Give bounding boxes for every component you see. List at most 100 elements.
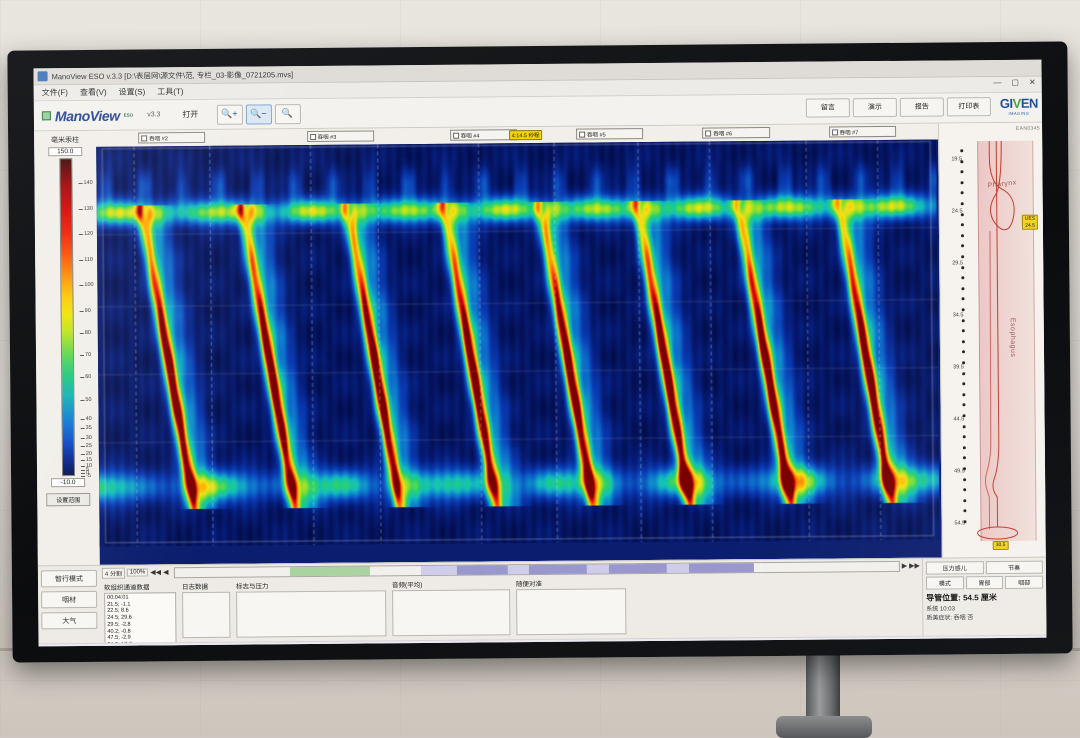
les-bottom-tag[interactable]: LES 34.5 xyxy=(988,639,1015,647)
zoom-out-icon[interactable]: 🔍− xyxy=(245,104,271,124)
menu-item-file[interactable]: 文件(F) xyxy=(42,87,68,98)
timeline-segment[interactable] xyxy=(508,565,530,574)
pressure-tag-305[interactable]: 30.5 xyxy=(993,541,1009,550)
audio-block: 音频(平均) xyxy=(392,578,511,646)
swallow-label: 吞咽 #3 xyxy=(318,132,337,140)
print-button[interactable]: 打印表 xyxy=(947,97,991,116)
given-imaging-logo: GIVEN IMAGING xyxy=(1000,96,1038,116)
lower-panel: 智行模式 咽材 大气 4 分割 100% ◀◀ ◀ xyxy=(38,557,1047,644)
maximize-icon[interactable]: ▢ xyxy=(1011,78,1019,87)
next-icon[interactable]: ▶ xyxy=(902,562,907,570)
swallow-marker[interactable]: 吞咽 #2 xyxy=(138,132,205,144)
stomach-button[interactable]: 胃部 xyxy=(966,576,1004,589)
colorbar-gradient[interactable] xyxy=(59,158,75,476)
menu-item-view[interactable]: 查看(V) xyxy=(80,87,107,98)
close-icon[interactable]: ✕ xyxy=(1029,78,1036,87)
swallow-marker[interactable]: 吞咽 #7 xyxy=(829,126,896,138)
colorbar-title: 毫米汞柱 xyxy=(34,135,96,146)
left-mode-buttons: 智行模式 咽材 大气 xyxy=(38,566,101,644)
menu-item-tools[interactable]: 工具(T) xyxy=(157,86,183,97)
window-title-text: ManoView ESO v.3.3 [D:\表层网\源文件\范, 专栏_03-… xyxy=(52,69,294,82)
time-marker[interactable]: 4:14.5 秒程 xyxy=(509,130,543,140)
swallow-label: 吞咽 #7 xyxy=(840,128,859,136)
menu-item-settings[interactable]: 设置(S) xyxy=(119,86,146,97)
colorbar-tick: 110 xyxy=(84,257,93,263)
log-panel[interactable] xyxy=(182,592,230,638)
timeline-segment[interactable] xyxy=(689,563,754,573)
audio-panel[interactable] xyxy=(392,589,510,636)
topography-plot-area: 吞咽 #2 吞咽 #3 吞咽 #4 吞咽 #5 吞咽 #6 吞咽 #7 4:14.5 秒程 xyxy=(96,124,942,565)
next-all-icon[interactable]: ▶▶ xyxy=(909,562,920,570)
taskbar-clock[interactable]: 10:24 2025/8/7 xyxy=(1019,638,1042,647)
pharynx-button[interactable]: 咽材 xyxy=(41,591,97,608)
timeline-segment[interactable] xyxy=(529,564,587,574)
app-logo: ManoView ESO xyxy=(34,107,133,124)
pressure-topography[interactable] xyxy=(96,140,942,565)
colorbar-tick: 35 xyxy=(86,425,92,431)
taskbar-app-folder-icon[interactable] xyxy=(625,643,639,646)
audio-label: 音频(平均) xyxy=(392,578,510,589)
zoom-level-select[interactable]: 100% xyxy=(127,568,148,576)
taskbar-app-explorer-icon[interactable] xyxy=(603,643,617,646)
volume-icon[interactable]: ◍ xyxy=(1007,641,1013,646)
minimize-icon[interactable]: — xyxy=(993,78,1001,87)
timeline-segment[interactable] xyxy=(421,565,457,574)
report-button[interactable]: 报告 xyxy=(900,97,944,116)
taskbar-search-input[interactable]: 搜索 xyxy=(445,643,595,647)
note-button[interactable]: 留言 xyxy=(806,98,850,117)
swallow-marker[interactable]: 吞咽 #6 xyxy=(702,127,769,139)
colorbar-tick: 60 xyxy=(85,374,91,380)
marker-pressure-panel[interactable] xyxy=(236,590,386,637)
mode-select-button[interactable]: 模式 xyxy=(926,576,964,589)
prev-icon[interactable]: ◀ xyxy=(163,568,168,576)
timeline-segment[interactable] xyxy=(587,564,609,573)
mode-button[interactable]: 智行模式 xyxy=(41,570,97,587)
swallow-marker[interactable]: 吞咽 #3 xyxy=(307,130,374,142)
colorbar-min-input[interactable]: -10.0 xyxy=(51,478,85,487)
colorbar-tick: 120 xyxy=(84,231,93,237)
pressure-sense-button[interactable]: 压力感儿 xyxy=(926,561,984,575)
swallow-icon xyxy=(141,135,147,141)
log-label: 日志数据 xyxy=(182,581,230,591)
zoom-reset-icon[interactable]: 🔍 xyxy=(274,104,300,124)
clock-time: 10:24 xyxy=(1019,638,1042,646)
pharynx-select-button[interactable]: 咽部 xyxy=(1005,576,1043,589)
timeline-segment[interactable] xyxy=(457,565,508,574)
zoom-in-icon[interactable]: 🔍+ xyxy=(216,104,242,124)
swallow-marker[interactable]: 吞咽 #5 xyxy=(576,128,643,140)
set-range-button[interactable]: 设置范围 xyxy=(46,493,90,506)
brand-subtitle: IMAGING xyxy=(1009,111,1030,116)
tray-chevron-icon[interactable]: ^ xyxy=(972,642,975,646)
swallow-marker[interactable]: 吞咽 #4 xyxy=(450,129,517,141)
align-panel[interactable] xyxy=(516,588,626,635)
logo-subtext: ESO xyxy=(124,113,134,118)
timeline-segment[interactable] xyxy=(609,563,667,573)
monitor-bezel: ManoView ESO v.3.3 [D:\表层网\源文件\范, 专栏_03-… xyxy=(7,41,1072,662)
symptom-label: 质美症状: 吞咽 否 xyxy=(926,613,1043,623)
open-button[interactable]: 打开 xyxy=(182,109,198,120)
network-icon[interactable]: ▲ xyxy=(981,642,988,646)
atmosphere-button[interactable]: 大气 xyxy=(41,612,97,629)
align-label: 随便对准 xyxy=(516,577,626,588)
colorbar-max-input[interactable]: 150.0 xyxy=(48,147,82,156)
timeline-segment[interactable] xyxy=(667,563,689,572)
log-block: 日志数据 xyxy=(182,581,231,647)
demo-button[interactable]: 演示 xyxy=(853,97,897,116)
prev-all-icon[interactable]: ◀◀ xyxy=(150,568,161,576)
hrm-canvas[interactable] xyxy=(96,140,939,547)
taskbar-app-mano-icon[interactable] xyxy=(647,643,661,646)
colorbar-tick: 40 xyxy=(86,416,92,422)
rhythm-button[interactable]: 节奏 xyxy=(985,561,1043,575)
split-view-select[interactable]: 4 分割 xyxy=(102,567,125,578)
colorbar-tick: 25 xyxy=(86,443,92,449)
swallow-icon xyxy=(453,132,459,138)
swallow-icon xyxy=(832,129,838,135)
start-button-icon[interactable] xyxy=(424,645,437,646)
ime-language-icon[interactable]: 中 xyxy=(994,640,1001,646)
colorbar-tick: 130 xyxy=(84,206,93,212)
timeline-current-segment[interactable] xyxy=(290,566,370,576)
